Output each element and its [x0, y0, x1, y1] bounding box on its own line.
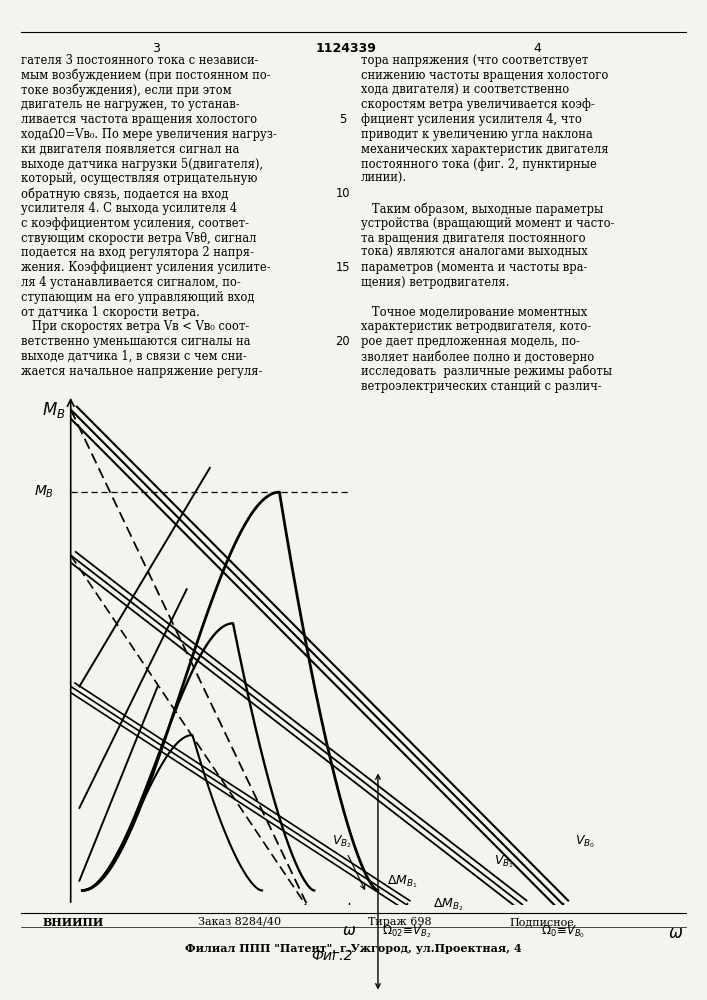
Text: ливается частота вращения холостого: ливается частота вращения холостого	[21, 113, 257, 126]
Text: 15: 15	[336, 261, 350, 274]
Text: $\Omega_{02}\!\equiv\!V_{B_2}$: $\Omega_{02}\!\equiv\!V_{B_2}$	[382, 923, 431, 940]
Text: 3: 3	[151, 42, 160, 55]
Text: токе возбуждения), если при этом: токе возбуждения), если при этом	[21, 84, 232, 97]
Text: тока) являются аналогами выходных: тока) являются аналогами выходных	[361, 246, 588, 259]
Text: ки двигателя появляется сигнал на: ки двигателя появляется сигнал на	[21, 143, 240, 156]
Text: 5: 5	[339, 113, 346, 126]
Text: постоянного тока (фиг. 2, пунктирные: постоянного тока (фиг. 2, пунктирные	[361, 158, 597, 171]
Text: $V_{B_1}$: $V_{B_1}$	[494, 853, 514, 870]
Text: Филиал ППП "Патент", г.Ужгород, ул.Проектная, 4: Филиал ППП "Патент", г.Ужгород, ул.Проек…	[185, 943, 522, 954]
Text: обратную связь, подается на вход: обратную связь, подается на вход	[21, 187, 228, 201]
Text: Точное моделирование моментных: Точное моделирование моментных	[361, 306, 587, 319]
Text: ветроэлектрических станций с различ-: ветроэлектрических станций с различ-	[361, 380, 601, 393]
Text: тора напряжения (что соответствует: тора напряжения (что соответствует	[361, 54, 588, 67]
Text: снижению частоты вращения холостого: снижению частоты вращения холостого	[361, 69, 608, 82]
Text: $\omega$: $\omega$	[668, 924, 683, 942]
Text: 20: 20	[336, 335, 350, 348]
Text: та вращения двигателя постоянного: та вращения двигателя постоянного	[361, 232, 585, 245]
Text: $V_{B_2}$: $V_{B_2}$	[332, 834, 365, 889]
Text: ступающим на его управляющий вход: ступающим на его управляющий вход	[21, 291, 255, 304]
Text: выходе датчика 1, в связи с чем сни-: выходе датчика 1, в связи с чем сни-	[21, 350, 247, 363]
Text: от датчика 1 скорости ветра.: от датчика 1 скорости ветра.	[21, 306, 200, 319]
Text: ветственно уменьшаются сигналы на: ветственно уменьшаются сигналы на	[21, 335, 251, 348]
Text: $\Delta M_{B_2}$: $\Delta M_{B_2}$	[433, 897, 464, 913]
Text: Фиг.2: Фиг.2	[311, 949, 352, 963]
Text: 4: 4	[533, 42, 542, 55]
Text: $V_{B_0}$: $V_{B_0}$	[575, 834, 595, 850]
Text: подается на вход регулятора 2 напря-: подается на вход регулятора 2 напря-	[21, 246, 254, 259]
Text: приводит к увеличению угла наклона: приводит к увеличению угла наклона	[361, 128, 592, 141]
Text: скоростям ветра увеличивается коэф-: скоростям ветра увеличивается коэф-	[361, 98, 595, 111]
Text: хода двигателя) и соответственно: хода двигателя) и соответственно	[361, 84, 569, 97]
Text: гателя 3 постоянного тока с независи-: гателя 3 постоянного тока с независи-	[21, 54, 259, 67]
Text: жения. Коэффициент усиления усилите-: жения. Коэффициент усиления усилите-	[21, 261, 271, 274]
Text: зволяет наиболее полно и достоверно: зволяет наиболее полно и достоверно	[361, 350, 594, 364]
Text: щения) ветродвигателя.: щения) ветродвигателя.	[361, 276, 509, 289]
Text: механических характеристик двигателя: механических характеристик двигателя	[361, 143, 608, 156]
Text: устройства (вращающий момент и часто-: устройства (вращающий момент и часто-	[361, 217, 614, 230]
Text: который, осуществляя отрицательную: который, осуществляя отрицательную	[21, 172, 257, 185]
Text: жается начальное напряжение регуля-: жается начальное напряжение регуля-	[21, 365, 262, 378]
Text: фициент усиления усилителя 4, что: фициент усиления усилителя 4, что	[361, 113, 581, 126]
Text: $M_B$: $M_B$	[42, 400, 65, 420]
Text: двигатель не нагружен, то устанав-: двигатель не нагружен, то устанав-	[21, 98, 240, 111]
Text: ВНИИПИ: ВНИИПИ	[42, 917, 104, 928]
Text: рое дает предложенная модель, по-: рое дает предложенная модель, по-	[361, 335, 580, 348]
Text: усилителя 4. С выхода усилителя 4: усилителя 4. С выхода усилителя 4	[21, 202, 238, 215]
Text: характеристик ветродвигателя, кото-: характеристик ветродвигателя, кото-	[361, 320, 590, 333]
Text: ля 4 устанавливается сигналом, по-: ля 4 устанавливается сигналом, по-	[21, 276, 241, 289]
Text: $M_B$: $M_B$	[35, 484, 54, 500]
Text: При скоростях ветра Vв < Vв₀ соот-: При скоростях ветра Vв < Vв₀ соот-	[21, 320, 250, 333]
Text: выходе датчика нагрузки 5(двигателя),: выходе датчика нагрузки 5(двигателя),	[21, 158, 263, 171]
Text: ствующим скорости ветра Vвθ, сигнал: ствующим скорости ветра Vвθ, сигнал	[21, 232, 257, 245]
Text: Тираж 698: Тираж 698	[368, 917, 431, 927]
Text: Заказ 8284/40: Заказ 8284/40	[198, 917, 281, 927]
Text: 1124339: 1124339	[316, 42, 377, 55]
Text: параметров (момента и частоты вра-: параметров (момента и частоты вра-	[361, 261, 587, 274]
Text: $\Delta M_{B_1}$: $\Delta M_{B_1}$	[387, 873, 417, 890]
Text: исследовать  различные режимы работы: исследовать различные режимы работы	[361, 365, 612, 378]
Text: Таким образом, выходные параметры: Таким образом, выходные параметры	[361, 202, 603, 216]
Text: $\Omega_0\!\equiv\!V_{B_0}$: $\Omega_0\!\equiv\!V_{B_0}$	[542, 923, 585, 940]
Text: ходаΩ0=Vв₀. По мере увеличения нагруз-: ходаΩ0=Vв₀. По мере увеличения нагруз-	[21, 128, 277, 141]
Text: с коэффициентом усиления, соответ-: с коэффициентом усиления, соответ-	[21, 217, 249, 230]
Text: линии).: линии).	[361, 172, 407, 185]
Text: $\omega$: $\omega$	[342, 923, 356, 938]
Text: 10: 10	[336, 187, 350, 200]
Text: ными электрическими генераторами.: ными электрическими генераторами.	[361, 394, 593, 407]
Text: Подписное: Подписное	[509, 917, 574, 927]
Text: мым возбуждением (при постоянном по-: мым возбуждением (при постоянном по-	[21, 69, 271, 82]
